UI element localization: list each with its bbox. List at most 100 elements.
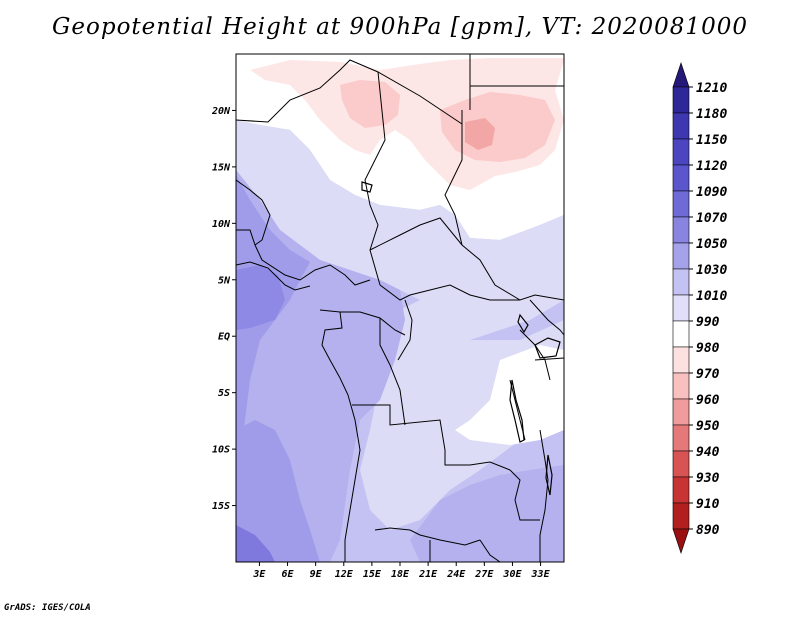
x-tick-label: 15E — [363, 569, 382, 580]
colorbar-swatch — [672, 86, 690, 114]
colorbar-label: 1210 — [696, 81, 727, 96]
x-tick-label: 33E — [531, 569, 551, 580]
colorbar-swatch — [672, 528, 690, 554]
colorbar-label: 1150 — [696, 133, 727, 148]
x-tick-label: 9E — [310, 569, 323, 580]
colorbar-swatch — [672, 502, 690, 530]
colorbar-swatch — [672, 398, 690, 426]
field-1050-zone — [236, 175, 310, 470]
colorbar-label: 890 — [696, 523, 720, 538]
border-line — [352, 404, 511, 471]
y-tick-label: 5S — [218, 388, 230, 399]
y-tick-label: 10N — [212, 219, 231, 230]
border-line — [374, 527, 411, 531]
colorbar-label: 990 — [696, 315, 720, 330]
colorbar-label: 1050 — [696, 237, 727, 252]
x-tick-label: 3E — [252, 569, 266, 580]
colorbar-swatch — [672, 476, 690, 504]
border-line — [379, 318, 406, 426]
field-1030-se-zone — [410, 465, 564, 562]
colorbar-label: 1030 — [696, 263, 727, 278]
border-line — [409, 529, 481, 546]
colorbar-label: 1120 — [696, 159, 727, 174]
colorbar-swatch — [672, 268, 690, 296]
border-line — [236, 261, 311, 291]
grads-credit: GrADS: IGES/COLA — [4, 603, 91, 613]
y-tick-label: 10S — [212, 445, 230, 456]
y-tick-label: EQ — [218, 332, 230, 343]
border-line — [364, 71, 386, 286]
border-line — [344, 394, 361, 562]
field-1010-zone — [236, 120, 564, 340]
colorbar-label: 1180 — [696, 107, 727, 122]
x-axis-ticks: 3E 6E 9E 12E 15E 18E 21E 24E 27E 30E 33E — [252, 562, 551, 580]
lake-albert — [517, 313, 529, 334]
y-tick-label: 15S — [212, 501, 230, 512]
border-line — [534, 357, 564, 361]
lake-chad — [361, 181, 373, 193]
border-line — [529, 299, 564, 336]
border-line — [444, 110, 463, 246]
x-tick-label: 27E — [474, 569, 494, 580]
colorbar-swatch — [672, 216, 690, 244]
lakes — [361, 181, 561, 496]
border-line — [319, 309, 406, 336]
y-tick-label: 20N — [211, 106, 231, 117]
border-line — [236, 59, 463, 125]
x-tick-label: 21E — [418, 569, 438, 580]
colorbar-label: 980 — [696, 341, 720, 356]
y-tick-label: 15N — [212, 162, 231, 173]
x-tick-label: 30E — [502, 569, 522, 580]
border-line — [397, 299, 413, 361]
border-line — [369, 217, 564, 301]
border-line — [539, 429, 549, 562]
field-990-east-zone — [455, 345, 564, 445]
y-axis-ticks: 20N 15N 10N 5N EQ 5S 10S 15S — [211, 106, 236, 512]
x-tick-label: 6E — [282, 569, 295, 580]
lake-malawi — [545, 454, 553, 496]
country-borders — [236, 54, 564, 562]
colorbar-swatch — [672, 450, 690, 478]
field-1090-zone — [236, 525, 275, 562]
border-line — [236, 229, 256, 246]
field-1050-sw-zone — [236, 420, 320, 562]
colorbar-swatch — [672, 138, 690, 166]
colorbar-swatch — [672, 372, 690, 400]
colorbar-label: 930 — [696, 471, 720, 486]
colorbar-swatch — [672, 112, 690, 140]
field-1070-zone — [236, 265, 285, 330]
border-line — [236, 179, 271, 246]
border-line — [509, 469, 540, 521]
height-field — [236, 54, 564, 562]
colorbar-swatch — [672, 164, 690, 192]
colorbar-label: 1090 — [696, 185, 727, 200]
colorbar-label: 960 — [696, 393, 720, 408]
x-tick-label: 18E — [391, 569, 410, 580]
field-970-east-zone — [440, 92, 555, 162]
border-line — [519, 329, 551, 381]
border-line — [479, 539, 501, 562]
x-tick-label: 24E — [446, 569, 466, 580]
x-tick-label: 12E — [335, 569, 354, 580]
y-tick-label: 5N — [218, 275, 231, 286]
lake-tanganyika — [509, 379, 525, 443]
colorbar-label: 1070 — [696, 211, 727, 226]
colorbar-swatch — [672, 190, 690, 218]
border-line — [379, 284, 520, 301]
lake-victoria — [534, 337, 561, 359]
colorbar-label: 950 — [696, 419, 720, 434]
colorbar-swatch — [672, 242, 690, 270]
colorbar-label: 970 — [696, 367, 720, 382]
map-title: Geopotential Height at 900hPa [gpm], VT:… — [52, 14, 748, 40]
colorbar-swatch — [672, 320, 690, 348]
field-960-zone — [465, 118, 495, 150]
colorbar-label: 1010 — [696, 289, 727, 304]
colorbar-swatch — [672, 346, 690, 374]
colorbar-label: 940 — [696, 445, 720, 460]
colorbar-swatch — [672, 62, 690, 88]
colorbar-swatch — [672, 294, 690, 322]
colorbar-label: 910 — [696, 497, 720, 512]
field-970-zone — [340, 80, 400, 128]
colorbar-swatch — [672, 424, 690, 452]
